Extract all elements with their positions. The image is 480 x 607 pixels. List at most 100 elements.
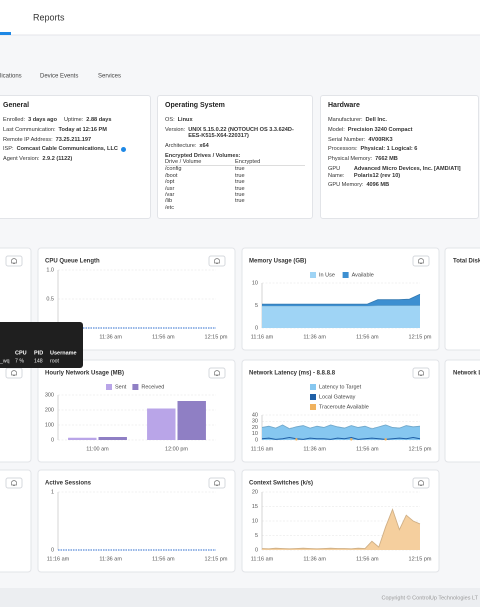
legend-swatch — [310, 394, 316, 400]
chart-title: Memory Usage (GB) — [249, 259, 306, 265]
legend-label: In Use — [319, 272, 335, 278]
y-tick-label: 10 — [252, 280, 258, 286]
card-title: Hardware — [328, 102, 360, 109]
x-tick-label: 12:15 pm — [409, 334, 432, 340]
legend-label: Received — [141, 384, 164, 390]
area — [262, 294, 420, 306]
x-tick-label: 11:36 am — [99, 556, 122, 562]
info-row: Remote IP Address: 73.25.211.197 — [3, 137, 143, 144]
y-tick-label: 10 — [252, 518, 258, 524]
chart-title: Context Switches (k/s) — [249, 481, 313, 487]
active-tab-indicator — [0, 32, 11, 35]
y-tick-label: 0 — [51, 437, 54, 443]
info-value: 73.25.211.197 — [55, 136, 92, 143]
info-label: Processors: — [328, 146, 358, 153]
bar — [98, 437, 127, 440]
info-row: Model: Precision 3240 Compact — [328, 127, 471, 134]
tooltip-header: Username — [50, 350, 77, 356]
bell-icon — [214, 258, 220, 264]
info-value: 2.9.2 (1122) — [42, 156, 73, 163]
alert-button — [5, 477, 23, 489]
x-tick-label: 11:36 am — [303, 556, 326, 562]
x-tick-label: 11:56 am — [356, 556, 379, 562]
alert-button — [412, 255, 430, 267]
chart-title: Total Disk — [453, 259, 480, 265]
y-tick-label: 0 — [255, 325, 258, 331]
alert-button — [412, 367, 430, 379]
table-header: Drive / Volume — [165, 159, 235, 167]
x-tick-label: 11:16 am — [47, 556, 70, 562]
info-value: 4V00RK3 — [368, 136, 393, 143]
table-cell: true — [235, 198, 245, 205]
x-tick-label: 12:00 pm — [165, 446, 188, 452]
table-cell: /boot — [165, 172, 178, 179]
legend-label: Local Gateway — [319, 394, 356, 400]
nav-tab: lications — [0, 74, 22, 80]
info-label: GPU Name: — [328, 165, 345, 179]
y-tick-label: 100 — [45, 422, 54, 428]
bell-icon — [11, 480, 17, 486]
x-tick-label: 12:15 pm — [409, 556, 432, 562]
table-cell: true — [235, 179, 245, 186]
bell-icon — [11, 370, 17, 376]
info-label: GPU Memory: — [328, 182, 364, 189]
info-value: Comcast Cable Communications, LLC — [16, 146, 118, 153]
alert-button — [208, 367, 226, 379]
tooltip-cell: _wq — [0, 358, 10, 364]
bell-icon — [214, 370, 220, 376]
legend-swatch — [310, 384, 316, 390]
y-tick-label: 1.0 — [46, 267, 54, 273]
card-title: General — [3, 102, 30, 109]
x-tick-label: 11:36 am — [303, 446, 326, 452]
info-row: GPU Name: Advanced Micro Devices, Inc. [A… — [328, 166, 471, 179]
x-tick-label: 12:15 pm — [205, 556, 228, 562]
x-tick-label: 11:56 am — [356, 334, 379, 340]
bar — [147, 408, 176, 440]
legend-swatch — [106, 384, 112, 390]
info-row: Last Communication: Today at 12:16 PM — [3, 127, 143, 134]
info-icon — [120, 147, 126, 153]
chart-card — [444, 247, 480, 351]
chart-title: CPU Queue Length — [45, 259, 100, 265]
y-tick-label: 300 — [45, 392, 54, 398]
info-label: Remote IP Address: — [3, 136, 53, 143]
info-value: Physical: 1 Logical: 6 — [360, 146, 418, 153]
table-cell: true — [235, 172, 245, 179]
top-bar — [0, 0, 480, 35]
card-title: Operating System — [165, 102, 225, 109]
table-cell: true — [235, 191, 245, 198]
y-tick-label: 20 — [252, 489, 258, 495]
legend-swatch — [310, 272, 316, 278]
x-tick-label: 11:56 am — [356, 446, 379, 452]
info-label: Agent Version: — [3, 156, 40, 163]
area — [262, 509, 420, 550]
info-row: ISP: Comcast Cable Communications, LLC — [3, 146, 143, 153]
table-cell: /opt — [165, 179, 175, 186]
y-tick-label: 5 — [255, 303, 258, 309]
y-tick-label: 0 — [255, 437, 258, 443]
legend-label: Available — [352, 272, 374, 278]
alert-button — [208, 255, 226, 267]
marker — [295, 438, 298, 441]
alert-button — [5, 367, 23, 379]
nav-tab: Services — [98, 74, 121, 80]
area-edge — [261, 424, 421, 430]
area-edge — [262, 293, 421, 305]
table-cell: /usr — [165, 185, 175, 192]
info-card: Operating System OS: Linux Version: UNIX 5.1… — [157, 95, 313, 219]
bell-icon — [11, 258, 17, 264]
y-tick-label: 1 — [51, 489, 54, 495]
chart-card — [37, 469, 236, 573]
info-label: ISP: — [3, 146, 14, 153]
x-tick-label: 12:15 pm — [409, 446, 432, 452]
y-tick-label: 0 — [255, 547, 258, 553]
info-label: Last Communication: — [3, 126, 56, 133]
reports-tab[interactable]: Reports — [33, 12, 65, 22]
info-value: 2.88 days — [86, 117, 112, 123]
info-row: GPU Memory: 4096 MB — [328, 182, 471, 189]
alert-button — [208, 477, 226, 489]
x-tick-label: 11:16 am — [251, 334, 274, 340]
bell-icon — [418, 480, 424, 486]
x-tick-label: 11:16 am — [251, 446, 274, 452]
